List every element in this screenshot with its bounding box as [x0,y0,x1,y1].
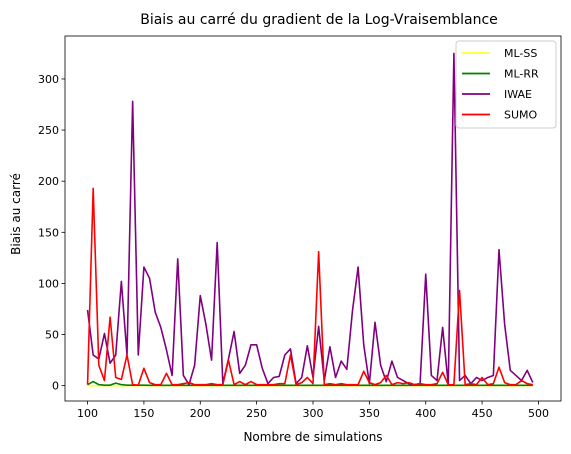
x-tick-label: 100 [77,407,98,420]
legend: ML-SS ML-RR IWAE SUMO [455,40,557,129]
x-tick-label: 450 [472,407,493,420]
x-tick-label: 350 [359,407,380,420]
legend-label: ML-SS [504,47,537,60]
y-tick-label: 150 [38,226,59,239]
chart-title: Biais au carré du gradient de la Log-Vra… [140,12,498,28]
y-tick-label: 200 [38,175,59,188]
series-line-sumo [86,187,533,386]
y-tick-label: 300 [38,73,59,86]
legend-label: ML-RR [504,68,539,81]
legend-label: IWAE [504,88,532,101]
y-tick-label: 250 [38,124,59,137]
y-axis-label: Biais au carré [9,173,23,255]
legend-label: SUMO [504,109,538,122]
y-tick-label: 100 [38,277,59,290]
y-tick-label: 50 [45,329,59,342]
series-line-ml-rr [87,380,533,387]
x-tick-label: 250 [246,407,267,420]
axis-ticks: 100 150 200 250 300 350 400 450 500 0 50 100 150 200 2… [38,73,549,420]
x-axis-label: Nombre de simulations [243,430,382,444]
legend-box [455,40,557,129]
x-tick-label: 200 [190,407,211,420]
y-tick-label: 0 [52,380,59,393]
plot-series [86,52,534,387]
x-tick-label: 300 [303,407,324,420]
plot-frame [64,35,562,402]
x-tick-label: 400 [415,407,436,420]
series-line-iwae [86,52,534,386]
x-tick-label: 150 [133,407,154,420]
x-tick-label: 500 [528,407,549,420]
